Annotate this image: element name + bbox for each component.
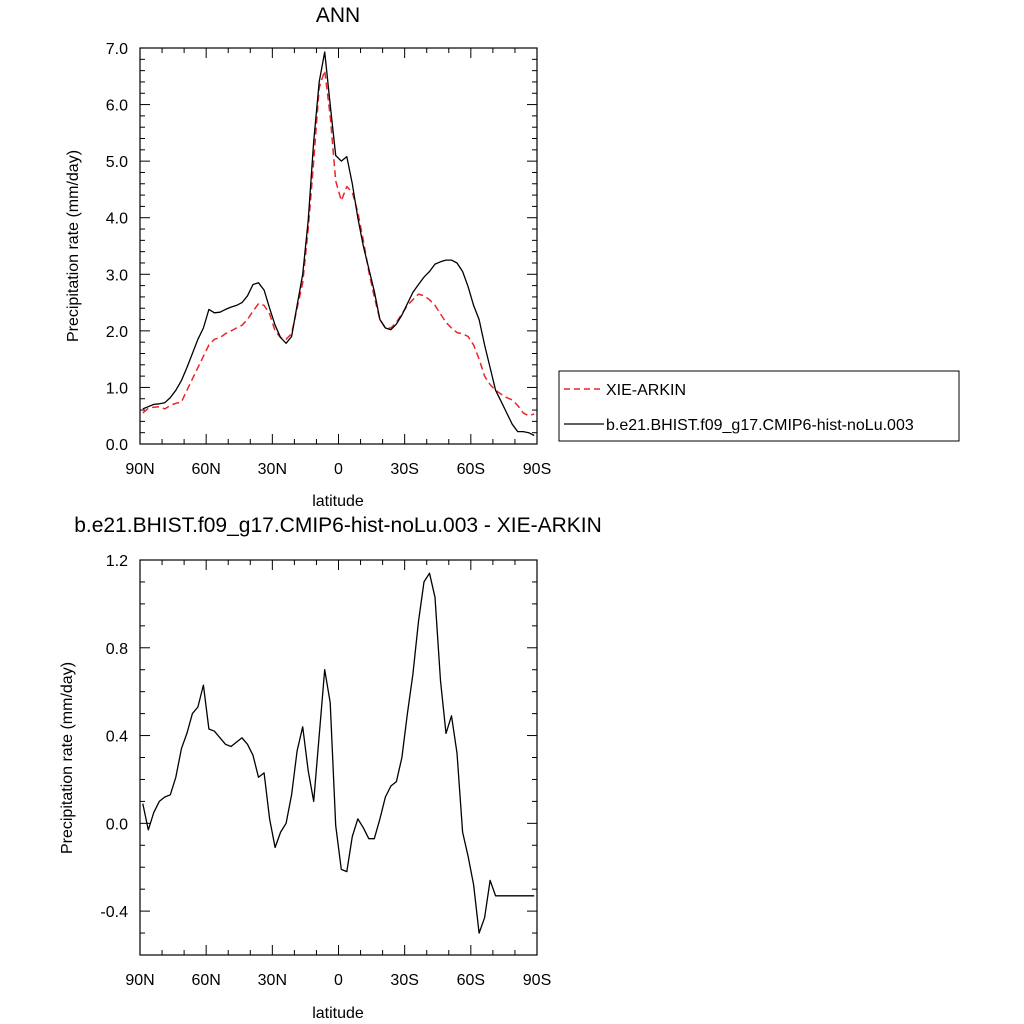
top-axis-ticks: 90N 60N 30N 0 30S 60S 90S 0.0 1.0 2.0 3.0 4.0 5.0 6.0… [106, 41, 551, 478]
y-tick-label: 6.0 [106, 98, 128, 115]
x-tick-label: 60S [457, 461, 485, 478]
x-tick-label: 60S [457, 972, 485, 989]
x-tick-label: 90S [523, 461, 551, 478]
series-line-model [142, 572, 535, 934]
x-tick-label: 0 [334, 461, 343, 478]
y-tick-label: 4.0 [106, 211, 128, 228]
x-tick-label: 90S [523, 972, 551, 989]
y-tick-label: 0.8 [106, 641, 128, 658]
legend: XIE-ARKIN b.e21.BHIST.f09_g17.CMIP6-hist… [558, 370, 960, 442]
y-tick-label: 2.0 [106, 324, 128, 341]
legend-box [558, 370, 960, 442]
x-tick-label: 60N [191, 461, 220, 478]
bottom-x-axis-label: latitude [312, 1005, 364, 1022]
y-tick-label: -0.4 [100, 904, 128, 921]
top-series-lines [142, 51, 535, 437]
y-tick-label: 1.2 [106, 553, 128, 570]
y-tick-label: 0.0 [106, 437, 128, 454]
x-tick-label: 0 [334, 972, 343, 989]
legend-label-obs: XIE-ARKIN [606, 382, 686, 399]
y-tick-label: 3.0 [106, 267, 128, 284]
bottom-plot-frame [139, 559, 538, 956]
x-tick-label: 60N [191, 972, 220, 989]
bottom-chart-title: b.e21.BHIST.f09_g17.CMIP6-hist-noLu.003 … [74, 514, 602, 537]
bottom-series-lines [142, 572, 535, 934]
legend-label-model: b.e21.BHIST.f09_g17.CMIP6-hist-noLu.003 [606, 417, 914, 434]
difference-panel: b.e21.BHIST.f09_g17.CMIP6-hist-noLu.003 … [59, 514, 602, 1022]
y-tick-label: 0.0 [106, 816, 128, 833]
x-tick-label: 30N [258, 461, 287, 478]
top-y-axis-label: Precipitation rate (mm/day) [65, 150, 82, 342]
top-x-axis-label: latitude [312, 493, 364, 510]
bottom-y-axis-label: Precipitation rate (mm/day) [59, 662, 76, 854]
y-tick-label: 0.4 [106, 729, 128, 746]
top-chart-title: ANN [316, 4, 360, 27]
bottom-axis-ticks: 90N 60N 30N 0 30S 60S 90S -0.4 0.0 0.4 0.8 1.2 [100, 553, 551, 989]
series-line-model [142, 51, 535, 437]
climatology-panel: ANN 90N 60N 30N 0 30S 60S 90S 0.0 1.0 2.0 3.0 4.0 5.… [65, 4, 960, 510]
x-tick-label: 90N [125, 461, 154, 478]
x-tick-label: 30N [258, 972, 287, 989]
x-tick-label: 30S [390, 461, 418, 478]
top-plot-frame [139, 47, 538, 445]
x-tick-label: 30S [390, 972, 418, 989]
y-tick-label: 1.0 [106, 380, 128, 397]
y-tick-label: 7.0 [106, 41, 128, 58]
y-tick-label: 5.0 [106, 154, 128, 171]
series-line-obs [142, 69, 535, 417]
x-tick-label: 90N [125, 972, 154, 989]
